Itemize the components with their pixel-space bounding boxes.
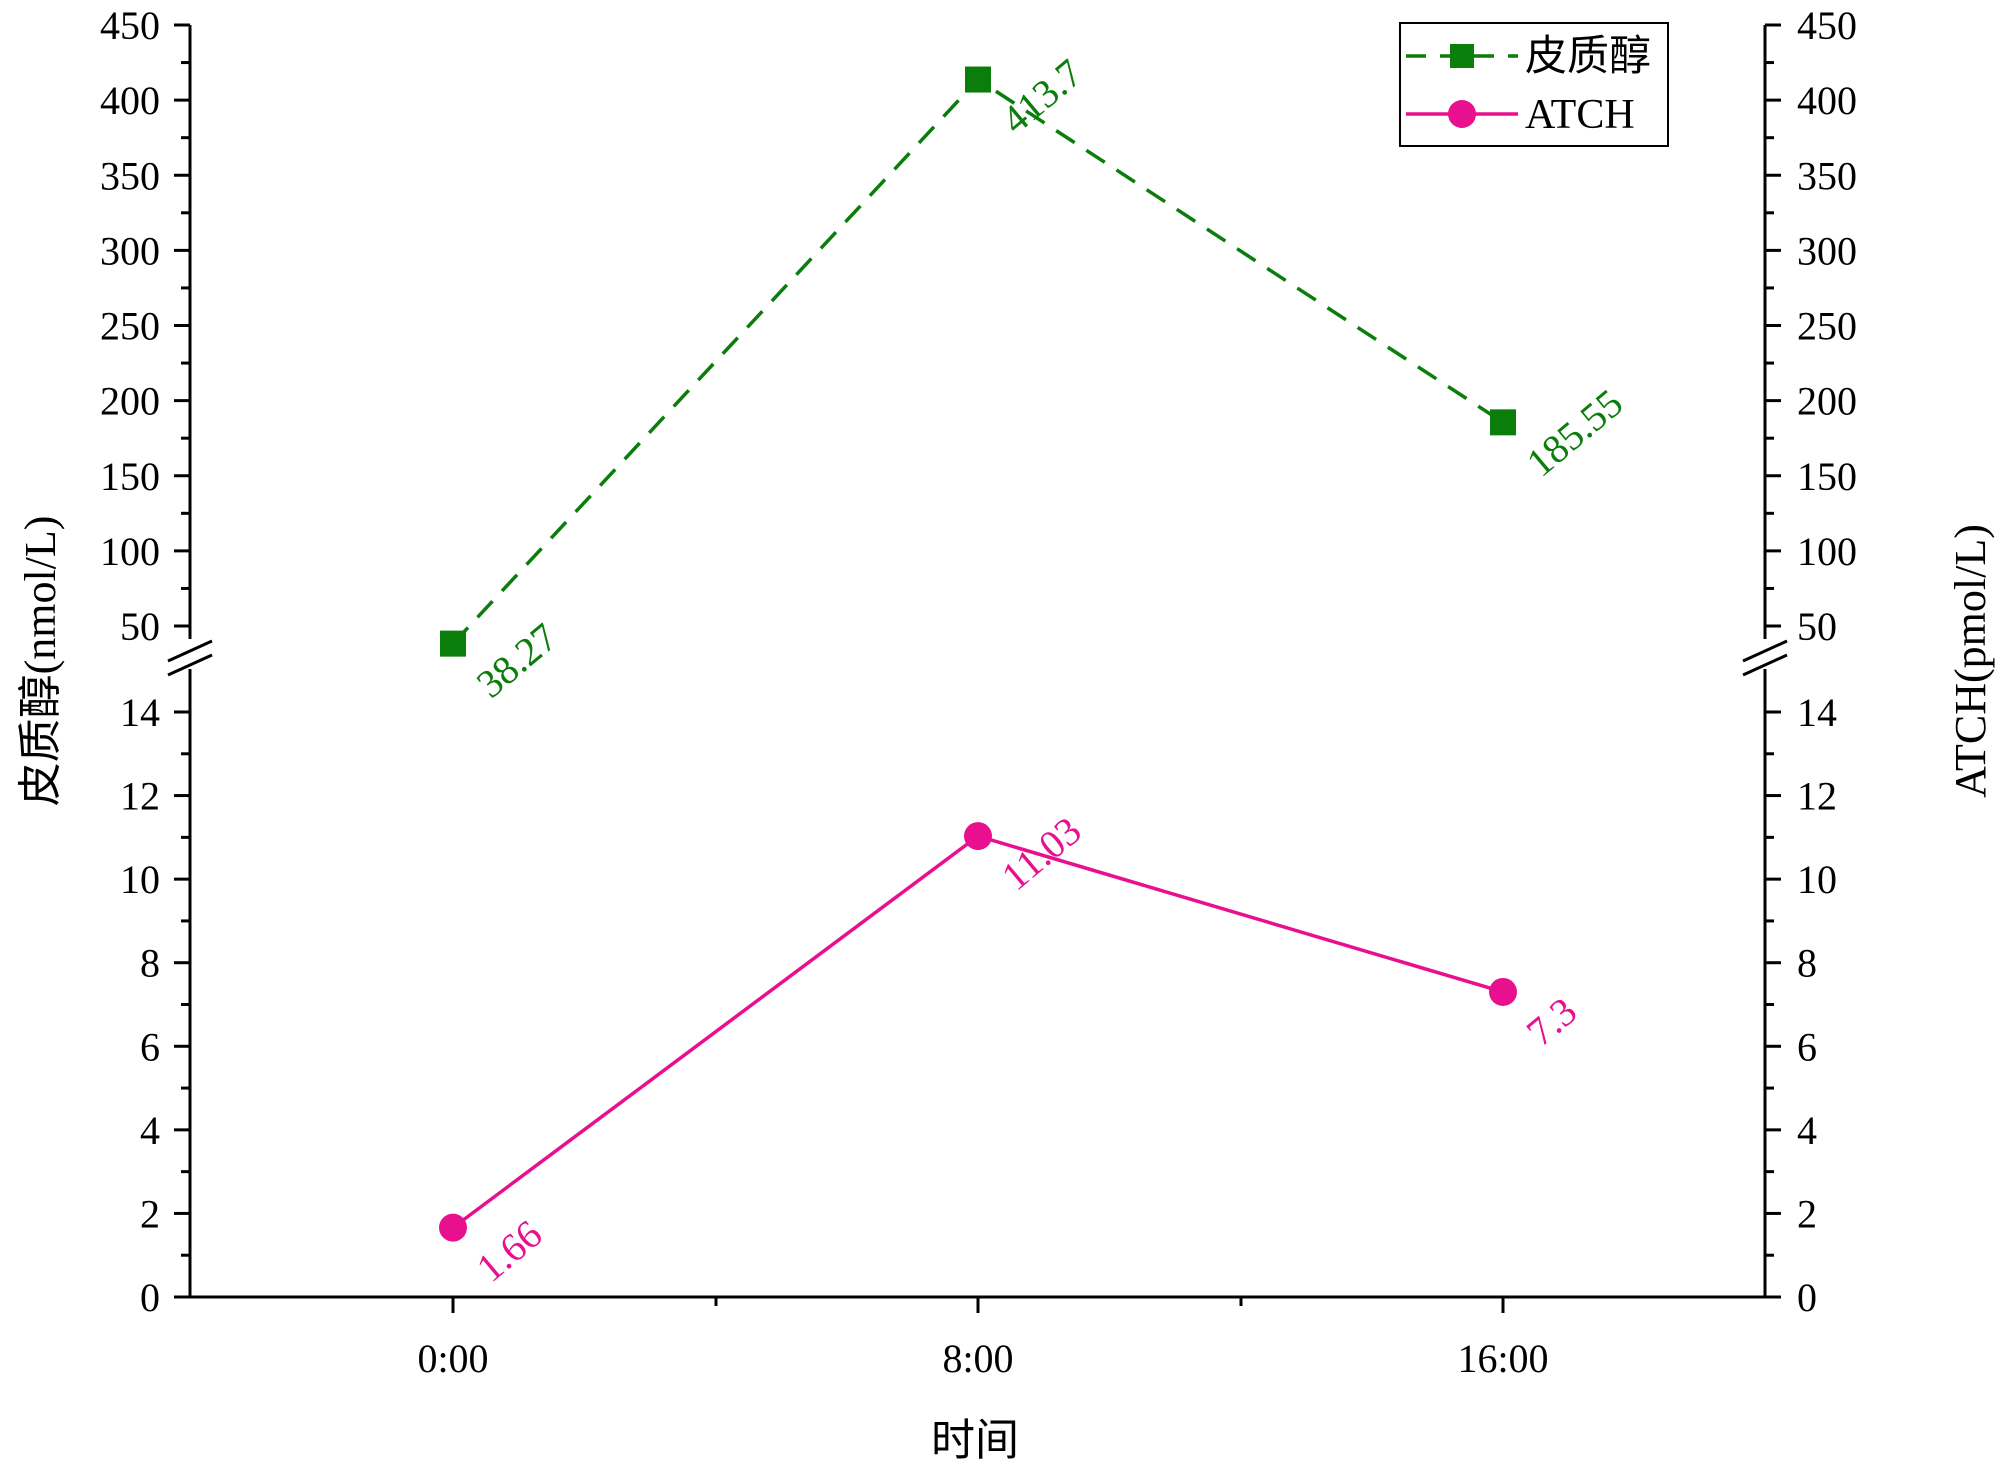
series-line-cortisol [451, 77, 1504, 645]
right-tick-label: 150 [1797, 454, 1857, 499]
right-tick-label: 10 [1797, 857, 1837, 902]
right-tick-label: 100 [1797, 529, 1857, 574]
axes-layer: 0 0 2 2 4 4 6 6 8 8 10 10 12 12 14 14 50 50 100 100 150 150 20… [16, 3, 1995, 1465]
labels-layer: 38.27 413.7 185.55 1.66 11.03 7.3 [468, 50, 1631, 1290]
x-tick-label: 0:00 [417, 1336, 488, 1381]
data-label: 413.7 [993, 50, 1091, 142]
left-tick-label: 300 [100, 228, 160, 273]
data-point-circle [1489, 977, 1517, 1006]
x-axis-title: 时间 [931, 1416, 1019, 1465]
left-axis-break-mark [167, 653, 213, 677]
right-tick-label: 350 [1797, 153, 1857, 198]
left-tick-label: 10 [120, 857, 160, 902]
left-axis-break-mark [167, 639, 213, 663]
right-axis-break-mark [1742, 653, 1788, 677]
data-point-square [965, 66, 991, 93]
x-tick-label: 8:00 [942, 1336, 1013, 1381]
data-point-square [1490, 409, 1516, 436]
data-label: 185.55 [1518, 380, 1631, 485]
left-tick-label: 12 [120, 774, 160, 819]
data-point-circle [964, 822, 992, 851]
left-axis-title: 皮质醇(nmol/L) [16, 516, 65, 807]
left-tick-label: 4 [140, 1108, 160, 1153]
left-tick-label: 14 [120, 690, 160, 735]
legend-label: ATCH [1525, 92, 1635, 138]
left-tick-label: 150 [100, 454, 160, 499]
right-tick-label: 4 [1797, 1108, 1817, 1153]
left-tick-label: 250 [100, 304, 160, 349]
left-tick-label: 8 [140, 941, 160, 986]
right-tick-label: 8 [1797, 941, 1817, 986]
data-label: 11.03 [993, 808, 1090, 899]
right-tick-label: 300 [1797, 228, 1857, 273]
left-tick-label: 350 [100, 153, 160, 198]
right-tick-label: 12 [1797, 774, 1837, 819]
data-label: 7.3 [1518, 988, 1585, 1055]
series-line-atch [451, 834, 1504, 1230]
data-label: 1.66 [468, 1211, 551, 1290]
series-layer [439, 66, 1517, 1242]
right-tick-label: 250 [1797, 304, 1857, 349]
data-point-circle [439, 1213, 467, 1242]
right-tick-label: 400 [1797, 78, 1857, 123]
left-tick-label: 0 [140, 1275, 160, 1320]
left-tick-label: 200 [100, 379, 160, 424]
left-tick-label: 6 [140, 1024, 160, 1069]
x-tick-label: 16:00 [1457, 1336, 1548, 1381]
data-label: 38.27 [468, 614, 566, 706]
legend-box [1399, 22, 1669, 147]
right-tick-label: 6 [1797, 1024, 1817, 1069]
left-tick-label: 450 [100, 3, 160, 48]
right-axis-break-mark [1742, 639, 1788, 663]
legend: 皮质醇 ATCH [1399, 22, 1669, 147]
right-axis-title: ATCH(pmol/L) [1946, 524, 1995, 798]
legend-label: 皮质醇 [1525, 34, 1651, 80]
left-tick-label: 100 [100, 529, 160, 574]
right-tick-label: 2 [1797, 1191, 1817, 1236]
left-tick-label: 2 [140, 1191, 160, 1236]
data-point-square [440, 630, 466, 657]
legend-marker-circle [1448, 100, 1476, 128]
right-tick-label: 450 [1797, 3, 1857, 48]
right-tick-label: 200 [1797, 379, 1857, 424]
right-tick-label: 50 [1797, 604, 1837, 649]
right-tick-label: 14 [1797, 690, 1837, 735]
right-tick-label: 0 [1797, 1275, 1817, 1320]
left-tick-label: 50 [120, 604, 160, 649]
left-tick-label: 400 [100, 78, 160, 123]
legend-marker-square [1450, 44, 1474, 68]
